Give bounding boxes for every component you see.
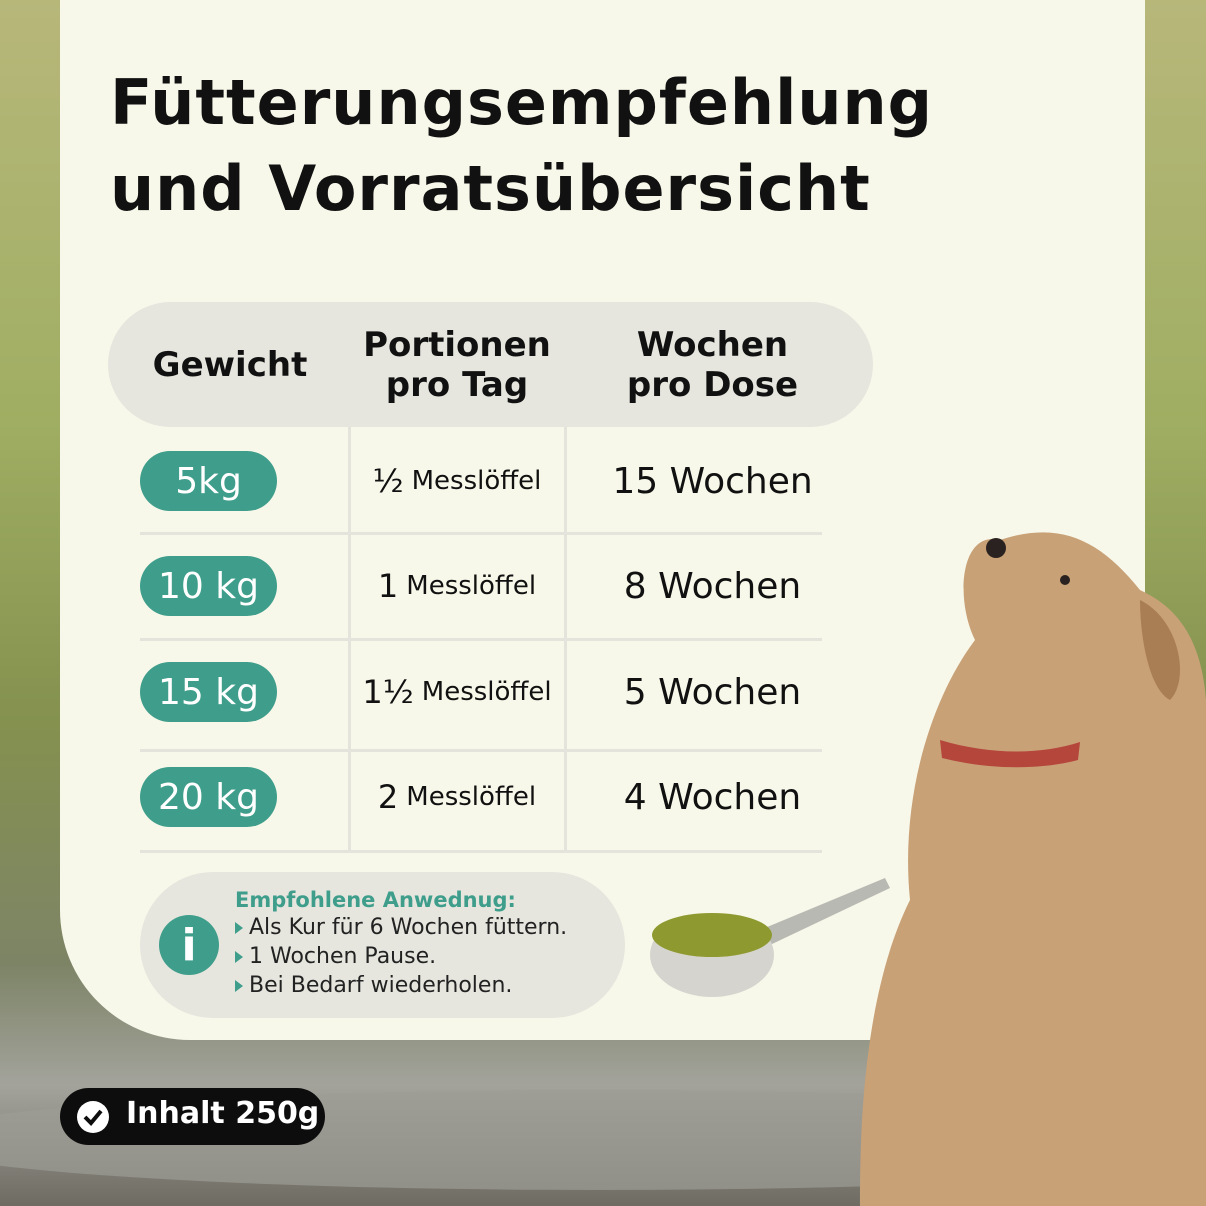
header-text: Gewicht (152, 344, 308, 385)
portion-cell: ½ Messlöffel (349, 451, 565, 511)
table-header (108, 302, 873, 427)
portion-amount: ½ (372, 462, 404, 500)
header-cell: Gewicht (130, 302, 330, 427)
portion-unit: Messlöffel (406, 571, 537, 601)
portion-amount: 2 (377, 778, 399, 816)
info-item: Als Kur für 6 Wochen füttern. (235, 915, 567, 940)
header-cell: Portionen pro Tag (349, 302, 565, 427)
weight-pill: 5kg (140, 451, 277, 511)
weeks-cell: 8 Wochen (623, 565, 802, 607)
header-text: pro Tag (385, 364, 529, 405)
portion-cell: 1 Messlöffel (349, 556, 565, 616)
weeks-cell: 4 Wochen (623, 776, 802, 818)
title-line: Fütterungsempfehlung (110, 66, 933, 139)
portion-cell: 2 Messlöffel (349, 767, 565, 827)
portion-cell: 1½ Messlöffel (349, 662, 565, 722)
weeks-cell: 15 Wochen (612, 460, 813, 502)
portion-unit: Messlöffel (411, 466, 542, 496)
title-line: und Vorratsübersicht (110, 152, 871, 225)
header-text: pro Dose (626, 364, 799, 405)
portion-amount: 1 (377, 567, 399, 605)
info-item: 1 Wochen Pause. (235, 944, 436, 969)
weight-pill: 15 kg (140, 662, 277, 722)
info-heading: Empfohlene Anwednug: (235, 888, 516, 912)
info-icon: i (159, 915, 219, 975)
header-cell: Wochen pro Dose (565, 302, 860, 427)
row-divider (140, 638, 822, 641)
portion-unit: Messlöffel (421, 677, 552, 707)
weight-pill: 20 kg (140, 767, 277, 827)
badge-label: Inhalt 250g (126, 1096, 320, 1131)
info-item: Bei Bedarf wiederholen. (235, 973, 512, 998)
header-text: Portionen (363, 324, 551, 365)
header-text: Wochen (636, 324, 789, 365)
weeks-cell: 5 Wochen (623, 671, 802, 713)
row-divider (140, 532, 822, 535)
row-divider (140, 850, 822, 853)
portion-unit: Messlöffel (406, 782, 537, 812)
weight-pill: 10 kg (140, 556, 277, 616)
portion-amount: 1½ (362, 673, 414, 711)
check-icon (77, 1101, 109, 1133)
row-divider (140, 749, 822, 752)
